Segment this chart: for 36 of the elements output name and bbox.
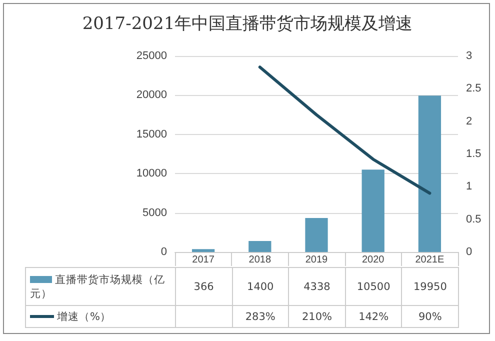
y2-tick-label: 2.5 xyxy=(466,82,482,95)
y2-tick-label: 2 xyxy=(466,115,472,128)
y-tick-label: 25000 xyxy=(136,50,167,62)
bar xyxy=(192,249,215,252)
data-label: 366 xyxy=(176,268,232,306)
data-label: 210% xyxy=(288,306,346,328)
x-tick-label: 2021E xyxy=(415,254,444,266)
y-tick-label: 0 xyxy=(160,246,167,258)
bar xyxy=(248,241,272,252)
legend-label: 直播带货市场规模（亿元） xyxy=(26,268,176,306)
x-tick-label: 2018 xyxy=(248,254,272,266)
bar xyxy=(418,96,442,252)
line-series xyxy=(258,66,432,195)
chart-title: 2017-2021年中国直播带货市场规模及增速 xyxy=(81,13,414,35)
y2-tick-label: 0.5 xyxy=(466,213,482,226)
x-tick-label: 2020 xyxy=(362,254,385,266)
x-tick-label: 2019 xyxy=(305,254,328,266)
data-label: 10500 xyxy=(345,268,402,306)
data-label: 283% xyxy=(232,306,289,328)
data-label: 90% xyxy=(402,306,458,328)
x-tick-label: 2017 xyxy=(192,254,215,266)
y2-tick-label: 1 xyxy=(466,180,472,193)
y-tick-label: 20000 xyxy=(136,89,167,102)
y-tick-label: 15000 xyxy=(136,128,167,140)
bar xyxy=(305,218,328,252)
legend-label: 增速（%） xyxy=(26,306,176,328)
data-label: 142% xyxy=(345,306,402,328)
data-label: 4338 xyxy=(288,268,346,306)
y2-tick-label: 0 xyxy=(466,246,472,258)
y2-tick-label: 3 xyxy=(466,50,472,62)
y2-tick-label: 1.5 xyxy=(466,148,482,160)
y-tick-label: 5000 xyxy=(142,206,167,219)
data-label: 1400 xyxy=(232,268,289,306)
y-tick-label: 10000 xyxy=(136,168,167,180)
bar xyxy=(362,170,384,252)
data-label: 19950 xyxy=(402,268,458,306)
